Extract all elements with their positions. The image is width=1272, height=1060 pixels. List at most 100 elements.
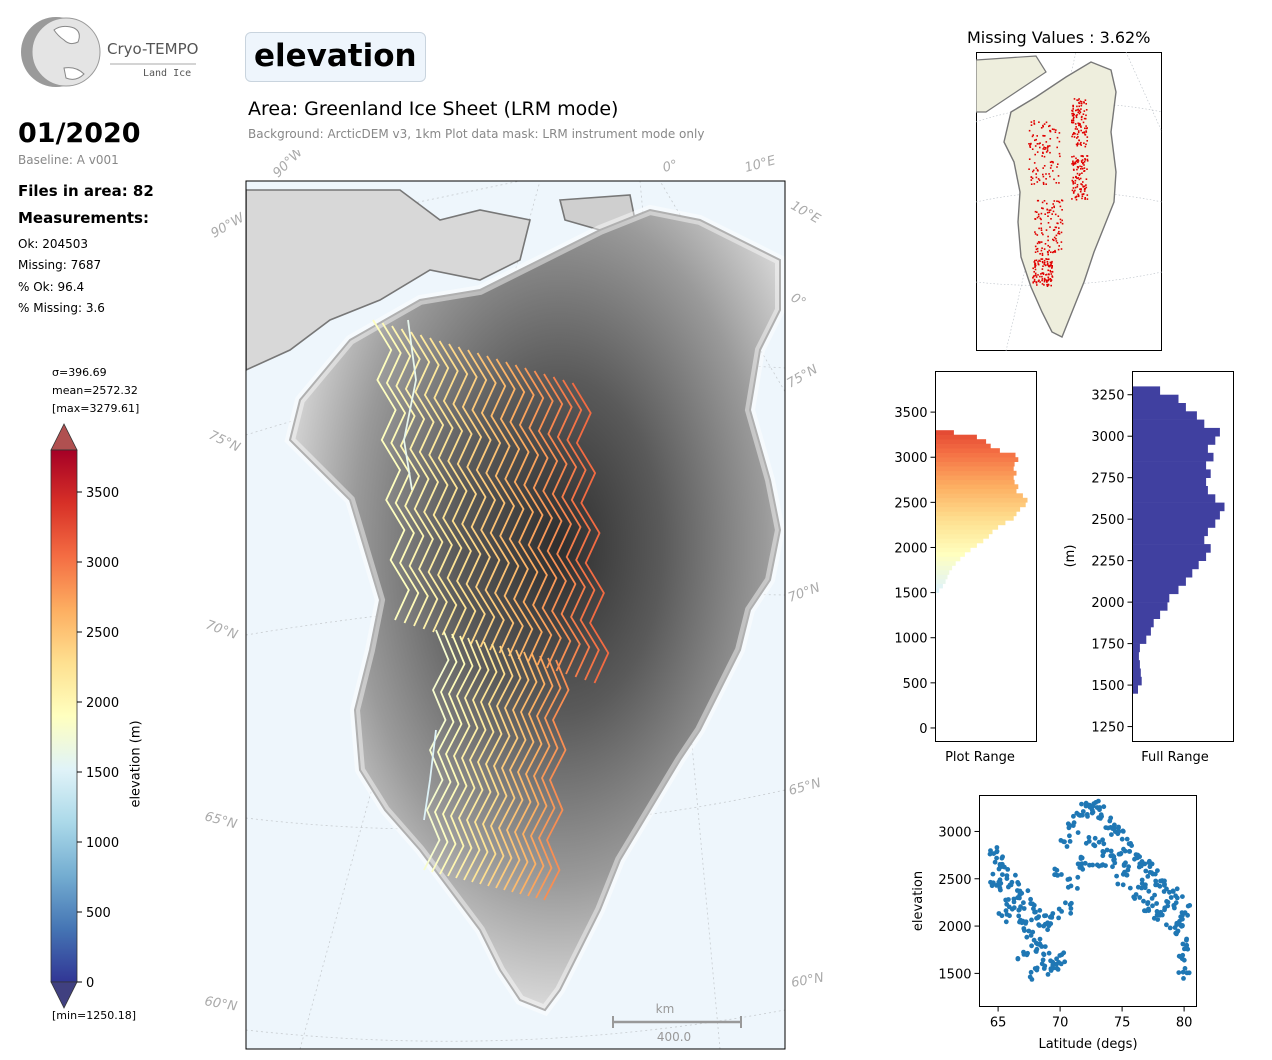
histogram-bar <box>935 466 1014 472</box>
area-title: Area: Greenland Ice Sheet (LRM mode) <box>248 98 619 120</box>
missing-point <box>1035 248 1038 251</box>
scatter-point <box>1100 837 1105 843</box>
scatter-point <box>1115 881 1121 887</box>
scatter-point <box>1107 818 1113 824</box>
histogram-bar <box>935 565 953 571</box>
histogram-bar <box>1132 544 1211 553</box>
missing-point <box>1038 121 1040 123</box>
missing-point <box>1046 150 1049 152</box>
missing-point <box>1073 98 1076 100</box>
scatter-point <box>1180 916 1185 922</box>
missing-point <box>1083 160 1086 163</box>
missing-point <box>1078 98 1080 100</box>
scatter-ytick-label: 3000 <box>938 825 971 840</box>
missing-point <box>1045 173 1047 175</box>
missing-point <box>1057 215 1060 217</box>
missing-point <box>1034 251 1037 253</box>
scatter-point <box>1121 846 1126 852</box>
scatter-point <box>999 855 1005 861</box>
missing-point <box>1046 202 1048 205</box>
scatter-point <box>1093 800 1099 805</box>
missing-point <box>1030 124 1033 126</box>
missing-point <box>1083 167 1086 169</box>
missing-point <box>1057 163 1059 165</box>
scatter-point <box>1152 892 1157 898</box>
lon-label-90w-left: 90°W <box>209 210 249 242</box>
missing-point <box>1040 212 1043 215</box>
files-count: Files in area: 82 <box>18 182 154 200</box>
missing-point <box>1085 103 1087 105</box>
track-segment <box>476 352 515 654</box>
missing-point <box>1050 164 1053 167</box>
missing-point <box>1083 102 1085 104</box>
missing-point <box>1045 229 1048 231</box>
scatter-point <box>1055 967 1061 972</box>
colorbar-label: elevation (m) <box>128 720 144 808</box>
missing-point <box>1082 193 1084 195</box>
missing-point <box>1036 234 1039 236</box>
missing-point <box>1046 251 1049 253</box>
missing-point <box>1036 135 1038 137</box>
missing-point <box>1084 159 1087 161</box>
missing-point <box>1080 104 1083 107</box>
missing-point <box>1049 264 1052 267</box>
missing-point <box>1042 273 1045 275</box>
scale-bar-value: 400.0 <box>657 1030 691 1044</box>
missing-point <box>1057 200 1060 203</box>
scatter-point <box>1079 801 1084 807</box>
missing-point <box>1034 264 1036 266</box>
missing-point <box>1078 110 1080 112</box>
scatter-point <box>1026 928 1032 934</box>
missing-point <box>1084 158 1086 160</box>
histogram-bar <box>935 515 1014 521</box>
missing-point <box>1038 179 1041 182</box>
missing-point <box>1051 260 1053 263</box>
histogram-bar <box>935 511 1017 517</box>
missing-point <box>1071 119 1073 122</box>
missing-point <box>1061 222 1064 225</box>
missing-point <box>1057 232 1059 235</box>
missing-point <box>1048 273 1050 275</box>
missing-point <box>1072 168 1075 171</box>
scatter-point <box>1023 921 1028 926</box>
missing-point <box>1033 271 1035 273</box>
missing-point <box>1041 278 1044 280</box>
missing-point <box>1045 274 1047 276</box>
missing-point <box>1053 178 1055 181</box>
colorbar-tick-label: 3500 <box>86 486 119 501</box>
missing-point <box>1055 129 1057 131</box>
scatter-point <box>1065 877 1071 882</box>
track-segment <box>562 379 600 681</box>
colorbar-tick-label: 1500 <box>86 766 119 781</box>
scatter-point <box>1168 895 1174 900</box>
missing-point <box>1037 170 1039 172</box>
histogram-bar <box>935 493 1023 499</box>
missing-point <box>1038 142 1040 145</box>
scatter-point <box>1182 946 1187 952</box>
missing-point <box>1043 248 1046 250</box>
lon-label-10e-top: 10°E <box>743 153 778 176</box>
histogram-bar <box>935 497 1028 503</box>
missing-point <box>1080 188 1082 190</box>
lat-label-60-right: 60°N <box>790 970 825 991</box>
missing-point <box>1041 275 1043 278</box>
scatter-point <box>1122 869 1127 875</box>
scatter-point <box>1167 925 1173 931</box>
missing-point <box>1072 104 1074 107</box>
missing-point <box>1081 131 1084 134</box>
missing-point <box>1040 258 1042 260</box>
missing-point <box>1076 105 1078 108</box>
scatter-point <box>1180 894 1185 899</box>
track-segment <box>535 657 562 899</box>
colorbar: 0 500 1000 1500 2000 2500 3000 3500 <box>50 423 119 1009</box>
scatter-point <box>1003 897 1009 903</box>
missing-point <box>1038 279 1040 282</box>
missing-point <box>1072 112 1074 115</box>
missing-point <box>1035 173 1037 175</box>
colorbar-gradient <box>50 449 78 983</box>
scatter-point <box>1057 953 1063 958</box>
scatter-point <box>1121 862 1127 867</box>
colorbar-min: [min=1250.18] <box>52 1009 137 1022</box>
histogram-tick-label: 1750 <box>1091 638 1124 653</box>
missing-point <box>1076 133 1079 136</box>
